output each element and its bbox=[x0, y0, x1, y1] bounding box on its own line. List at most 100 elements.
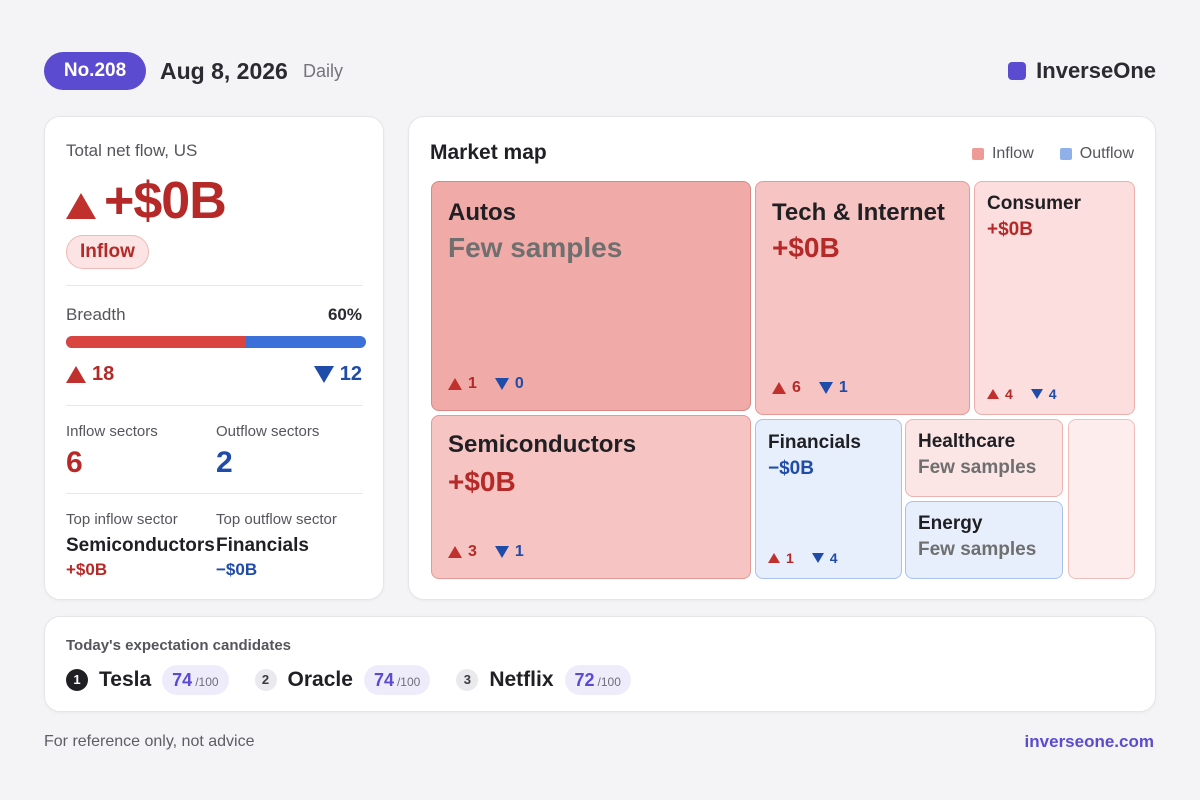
candidate-item[interactable]: 1 Tesla 74 /100 bbox=[66, 665, 229, 695]
sector-tile-tech-internet[interactable]: Tech & Internet +$0B 6 1 bbox=[755, 181, 970, 415]
candidate-score: 74 /100 bbox=[363, 665, 431, 695]
advancers-count: 18 bbox=[66, 363, 114, 386]
site-link[interactable]: inverseone.com bbox=[1024, 732, 1154, 751]
sector-name: Tech & Internet bbox=[772, 199, 945, 226]
candidate-item[interactable]: 3 Netflix 72 /100 bbox=[456, 665, 631, 695]
top-outflow-amount: −$0B bbox=[216, 560, 258, 579]
candidate-item[interactable]: 2 Oracle 74 /100 bbox=[254, 665, 431, 695]
triangle-down-icon bbox=[494, 546, 509, 558]
triangle-up-icon bbox=[987, 389, 999, 399]
market-map-legend: Inflow Outflow bbox=[971, 145, 1134, 163]
top-inflow-amount: +$0B bbox=[66, 560, 108, 579]
sector-name: Autos bbox=[448, 199, 516, 226]
score-value: 72 bbox=[574, 670, 595, 690]
sector-tile-unlabeled[interactable] bbox=[1068, 419, 1135, 579]
sector-value: +$0B bbox=[448, 466, 516, 497]
down-count: 1 bbox=[514, 543, 524, 560]
sector-counts: 1 0 bbox=[448, 375, 524, 393]
divider bbox=[66, 405, 363, 406]
market-map-title: Market map bbox=[430, 141, 547, 164]
inflow-sectors-count: 6 bbox=[66, 446, 83, 479]
score-value: 74 bbox=[172, 670, 193, 690]
net-flow-summary-card: Total net flow, US +$0B Inflow Breadth 6… bbox=[44, 116, 384, 600]
outflow-sectors-count: 2 bbox=[216, 446, 233, 479]
sector-counts: 3 1 bbox=[448, 543, 524, 561]
sector-name: Semiconductors bbox=[448, 431, 637, 458]
report-frequency: Daily bbox=[303, 61, 344, 81]
sector-tile-healthcare[interactable]: Healthcare Few samples bbox=[905, 419, 1063, 497]
breadth-label: Breadth bbox=[66, 305, 126, 324]
triangle-down-icon bbox=[818, 382, 833, 394]
issue-badge: No.208 bbox=[44, 52, 146, 90]
sector-tile-semiconductors[interactable]: Semiconductors +$0B 3 1 bbox=[431, 415, 751, 579]
sector-value: +$0B bbox=[772, 232, 840, 263]
net-flow-amount: +$0B bbox=[104, 172, 227, 230]
sector-counts: 1 4 bbox=[768, 550, 838, 566]
brand: InverseOne bbox=[1008, 58, 1156, 84]
sector-value: Few samples bbox=[918, 539, 1037, 560]
triangle-down-icon bbox=[811, 553, 824, 563]
top-outflow-label: Top outflow sector bbox=[216, 511, 337, 528]
top-inflow-label: Top inflow sector bbox=[66, 511, 178, 528]
sector-tile-financials[interactable]: Financials −$0B 1 4 bbox=[755, 419, 902, 579]
sector-name: Healthcare bbox=[918, 431, 1016, 452]
sector-name: Financials bbox=[768, 432, 861, 453]
sector-counts: 4 4 bbox=[987, 386, 1057, 402]
outflow-sectors-label: Outflow sectors bbox=[216, 423, 320, 440]
legend-outflow: Outflow bbox=[1079, 145, 1134, 162]
candidate-name: Tesla bbox=[99, 668, 152, 691]
down-count: 4 bbox=[829, 550, 838, 566]
down-count: 0 bbox=[514, 375, 524, 392]
rank-badge: 3 bbox=[456, 669, 479, 691]
sector-value: −$0B bbox=[768, 458, 814, 479]
score-denominator: /100 bbox=[597, 675, 621, 689]
candidates-title: Today's expectation candidates bbox=[66, 637, 292, 654]
triangle-up-icon bbox=[66, 366, 86, 383]
breadth-percent: 60% bbox=[327, 305, 362, 324]
candidates-list: 1 Tesla 74 /100 2 Oracle 74 /100 3 Netfl… bbox=[66, 665, 657, 695]
sector-value: Few samples bbox=[918, 457, 1037, 478]
expectation-candidates-card: Today's expectation candidates 1 Tesla 7… bbox=[44, 616, 1156, 712]
score-denominator: /100 bbox=[195, 675, 219, 689]
top-inflow-sector: Semiconductors bbox=[66, 535, 215, 556]
down-count: 1 bbox=[838, 379, 848, 396]
flow-direction-badge: Inflow bbox=[66, 235, 149, 269]
up-count: 1 bbox=[786, 550, 794, 566]
brand-name: InverseOne bbox=[1036, 58, 1156, 83]
net-flow-amount-row: +$0B bbox=[66, 171, 227, 231]
triangle-up-icon bbox=[448, 546, 462, 558]
candidate-name: Netflix bbox=[489, 668, 554, 691]
sector-value: +$0B bbox=[987, 219, 1033, 240]
up-count: 1 bbox=[468, 375, 477, 392]
sector-tile-energy[interactable]: Energy Few samples bbox=[905, 501, 1063, 579]
inflow-swatch-icon bbox=[971, 148, 984, 160]
sector-name: Consumer bbox=[987, 193, 1081, 214]
up-count: 3 bbox=[468, 543, 477, 560]
down-count: 4 bbox=[1048, 386, 1057, 402]
decliners-count: 12 bbox=[313, 363, 362, 386]
sector-tile-autos[interactable]: Autos Few samples 1 0 bbox=[431, 181, 751, 411]
candidate-score: 72 /100 bbox=[564, 665, 631, 695]
inflow-sectors-label: Inflow sectors bbox=[66, 423, 158, 440]
disclaimer: For reference only, not advice bbox=[44, 733, 255, 750]
header: No.208 Aug 8, 2026 Daily InverseOne bbox=[44, 52, 1156, 90]
breadth-bar bbox=[66, 336, 366, 348]
advancers-value: 18 bbox=[92, 363, 115, 385]
brand-logo-icon bbox=[1008, 62, 1027, 80]
rank-badge: 1 bbox=[66, 669, 88, 691]
triangle-down-icon bbox=[1030, 389, 1043, 399]
report-date: Aug 8, 2026 bbox=[160, 58, 288, 84]
outflow-swatch-icon bbox=[1059, 148, 1072, 160]
legend-inflow: Inflow bbox=[991, 145, 1034, 162]
triangle-up-icon bbox=[768, 553, 780, 563]
top-outflow-sector: Financials bbox=[216, 535, 309, 556]
candidate-score: 74 /100 bbox=[162, 665, 229, 695]
sector-name: Energy bbox=[918, 513, 983, 534]
triangle-down-icon bbox=[313, 366, 334, 383]
sector-counts: 6 1 bbox=[772, 379, 848, 397]
score-denominator: /100 bbox=[396, 675, 421, 689]
divider bbox=[66, 285, 363, 286]
triangle-up-icon bbox=[448, 378, 462, 390]
rank-badge: 2 bbox=[254, 669, 277, 691]
sector-tile-consumer[interactable]: Consumer +$0B 4 4 bbox=[974, 181, 1135, 415]
